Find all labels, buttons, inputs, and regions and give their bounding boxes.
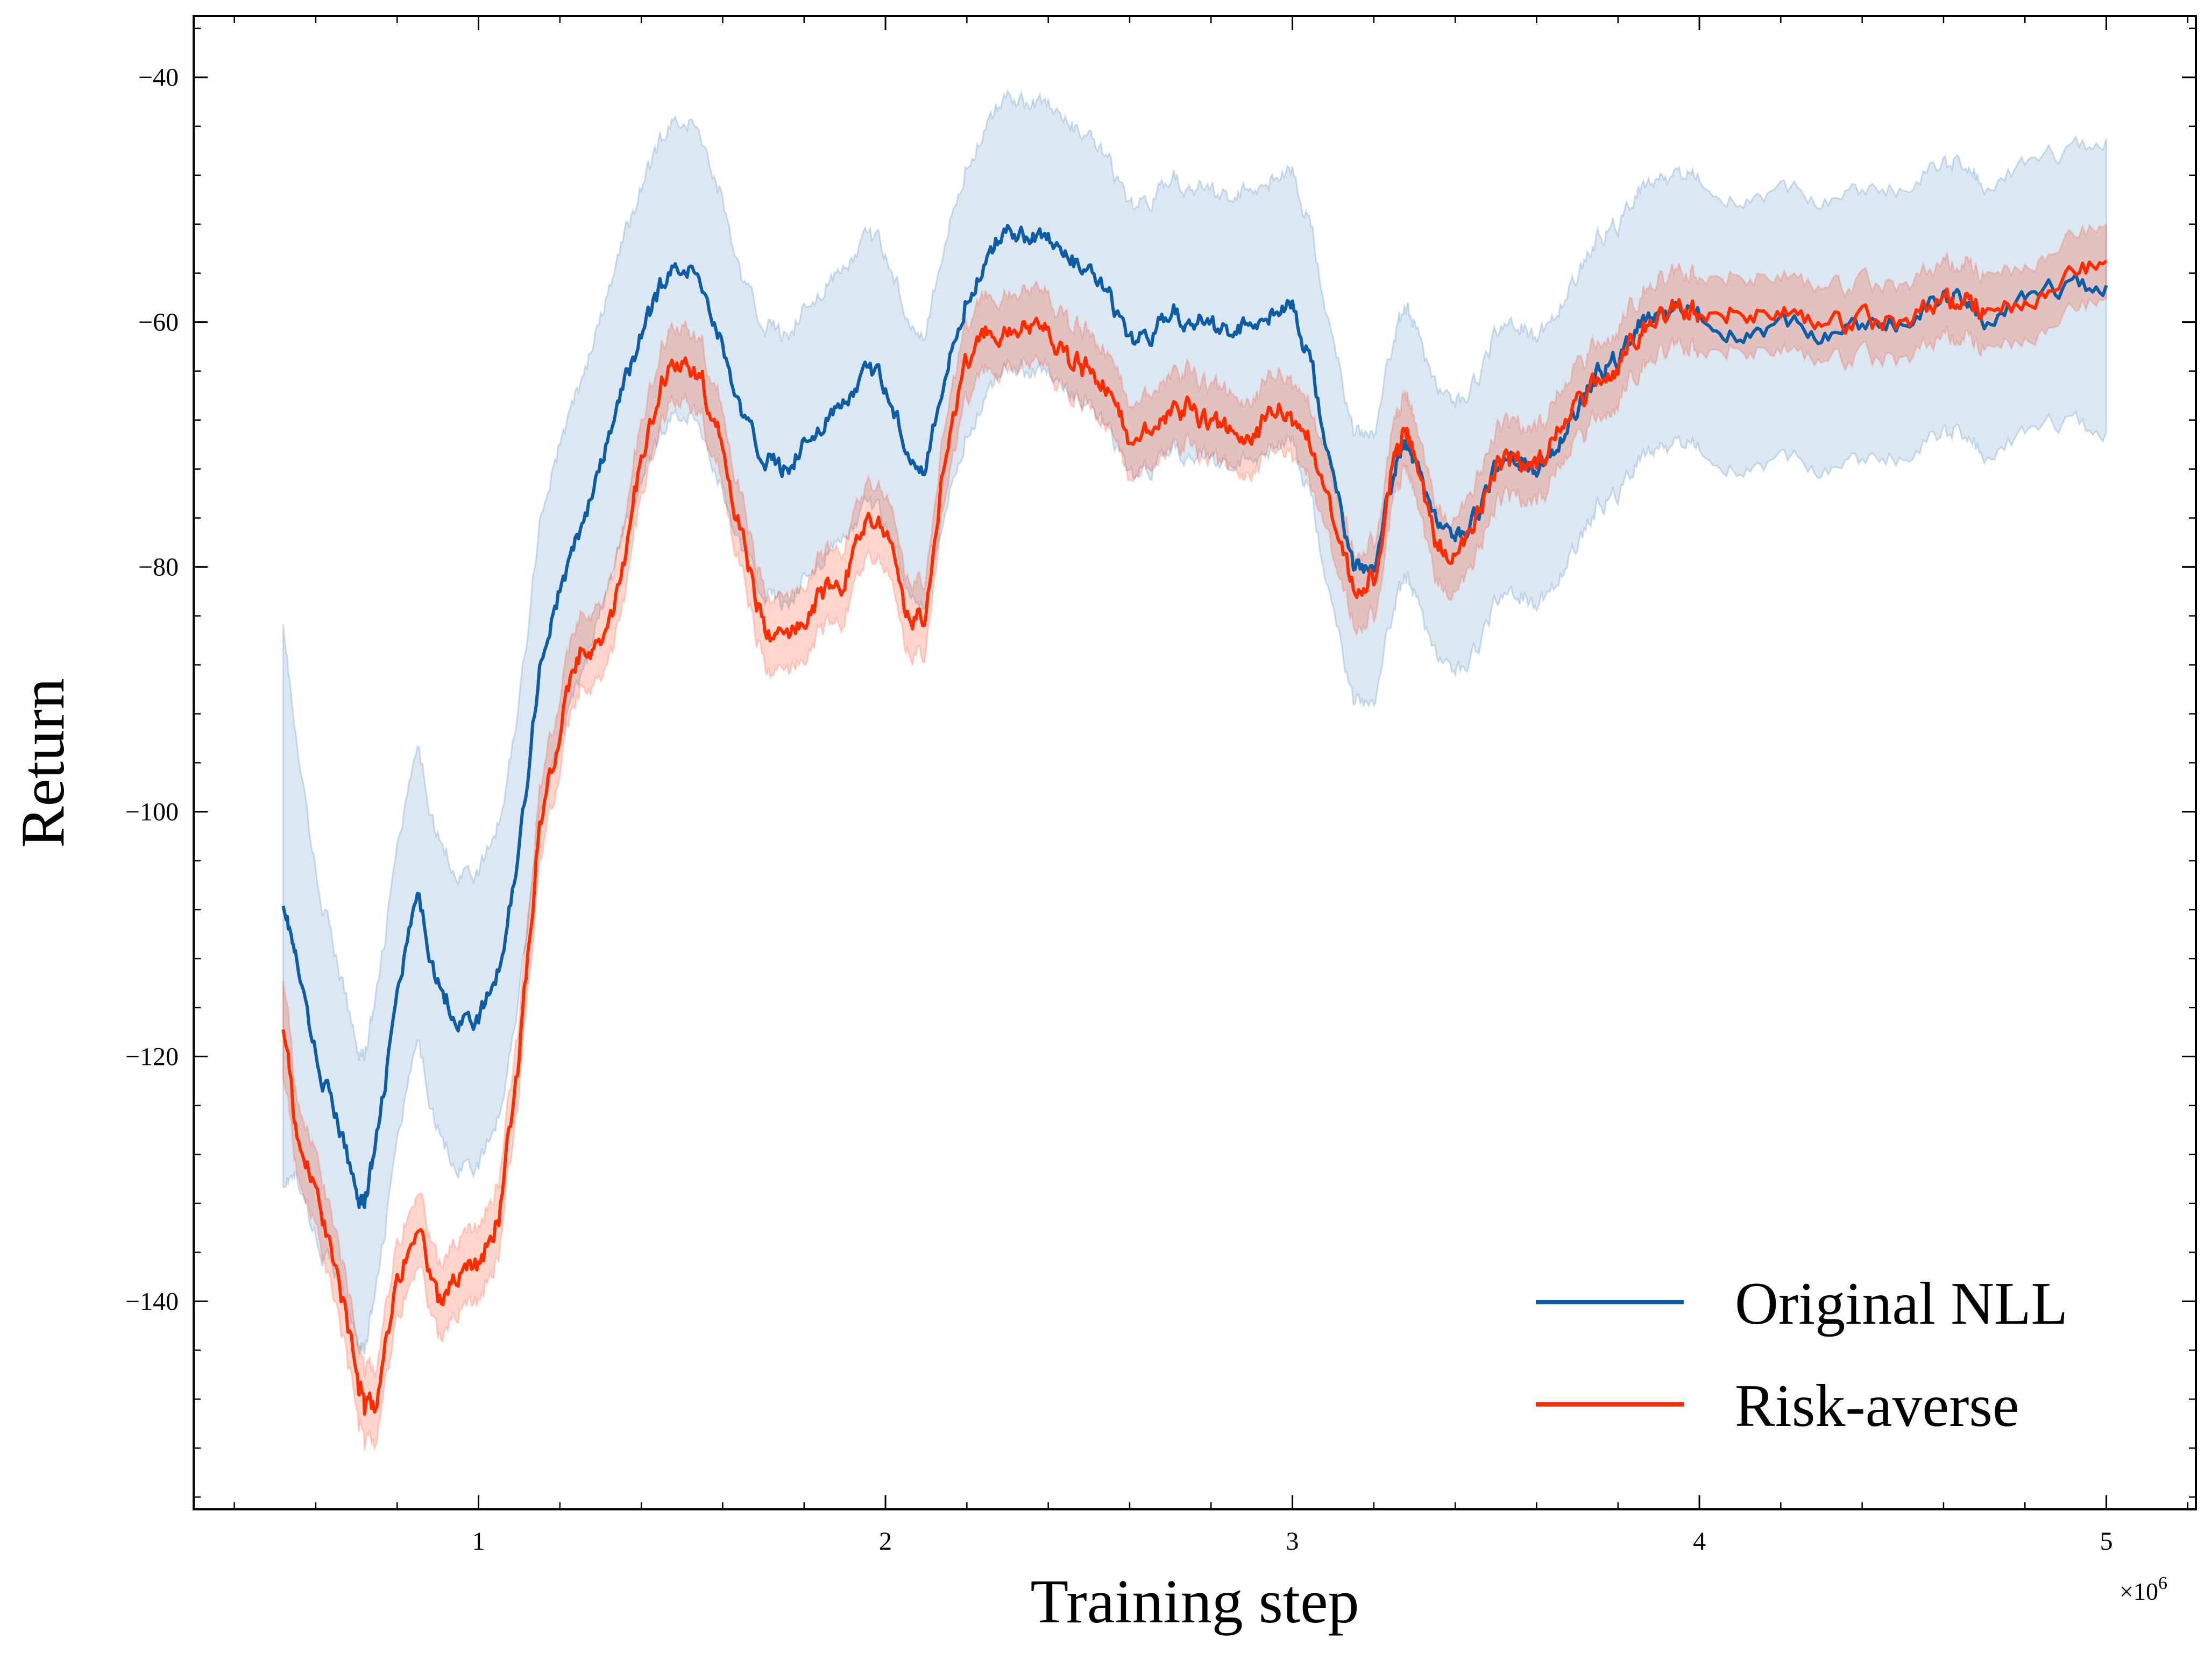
y-tick-label: −120 xyxy=(125,1042,179,1071)
legend-label-risk-averse: Risk-averse xyxy=(1735,1373,2019,1439)
band-risk-averse xyxy=(282,222,2108,1452)
axis-ticks xyxy=(194,16,2196,1509)
y-tick-label: −100 xyxy=(125,797,179,826)
x-multiplier-exponent: 6 xyxy=(2158,1573,2167,1593)
line-risk-averse xyxy=(281,259,2108,1416)
legend: Original NLL Risk-averse xyxy=(1536,1270,2068,1439)
x-tick-label: 1 xyxy=(472,1527,485,1556)
series-lines xyxy=(281,223,2108,1416)
x-multiplier-base: ×10 xyxy=(2119,1578,2158,1605)
x-multiplier-label: ×106 xyxy=(2119,1573,2167,1605)
x-tick-label: 2 xyxy=(879,1527,892,1556)
confidence-bands xyxy=(282,88,2108,1452)
x-tick-label: 4 xyxy=(1693,1527,1706,1556)
line-original-nll xyxy=(281,223,2108,1209)
x-tick-label: 5 xyxy=(2100,1527,2113,1556)
axis-tick-labels: 1 2 3 4 5 −40 −60 −80 −100 −120 −140 xyxy=(125,63,2113,1556)
y-tick-label: −40 xyxy=(138,63,179,92)
legend-label-original-nll: Original NLL xyxy=(1735,1270,2068,1337)
y-tick-label: −80 xyxy=(138,553,179,582)
y-tick-label: −140 xyxy=(125,1287,179,1316)
x-tick-label: 3 xyxy=(1286,1527,1299,1556)
x-axis-title: Training step xyxy=(1030,1567,1359,1636)
y-axis-title: Return xyxy=(9,678,77,848)
y-tick-label: −60 xyxy=(138,308,179,337)
